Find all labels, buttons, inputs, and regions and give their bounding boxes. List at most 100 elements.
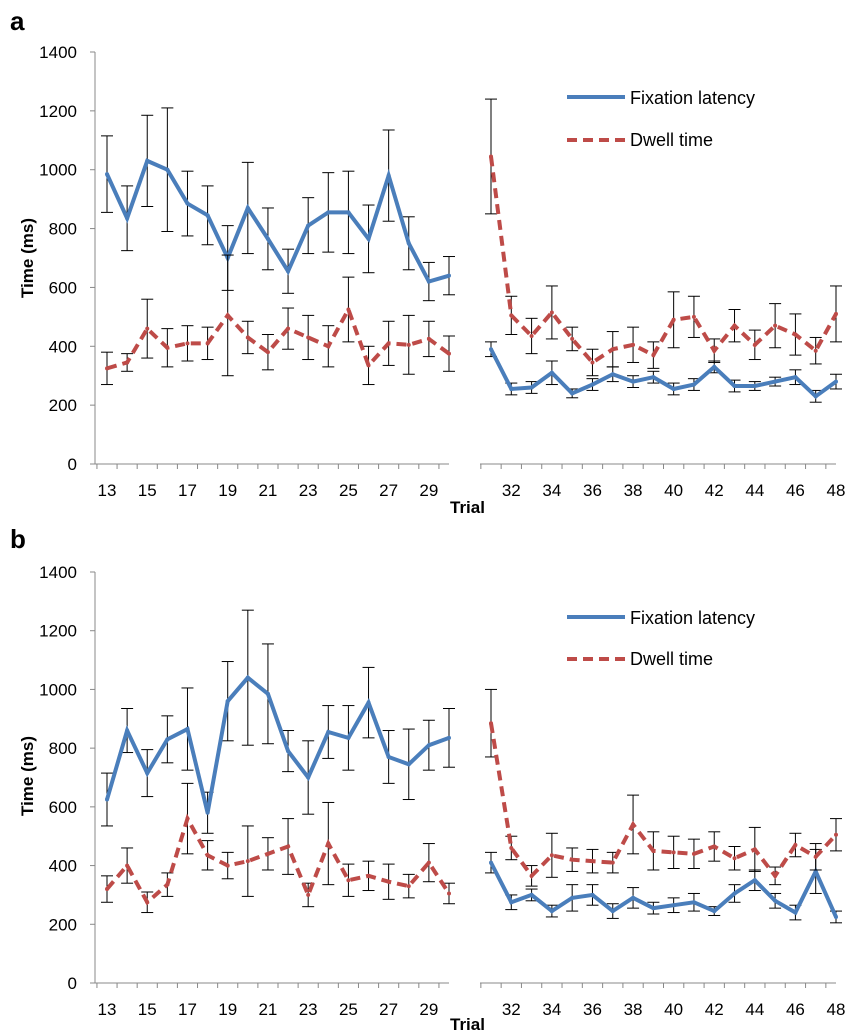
panel-b-x-tick-label: 38 [624, 1000, 643, 1019]
panel-b-dwell-data-point [346, 878, 351, 883]
panel-a-fixation-data-point [813, 394, 818, 399]
panel-b-fixation-data-point [610, 909, 615, 914]
panel-b-y-tick-label: 0 [68, 974, 77, 993]
panel-b-fixation-data-point [105, 797, 109, 802]
panel-a-fixation-data-point [834, 379, 838, 384]
panel-a-x-tick-label: 44 [745, 481, 764, 500]
panel-a-y-tick-label: 0 [68, 455, 77, 474]
panel-b-y-tick-label: 200 [49, 915, 77, 934]
panel-b-legend-dwell-label: Dwell time [630, 649, 713, 669]
panel-a-dwell-data-point [651, 353, 656, 358]
panel-a-dwell-data-point [406, 342, 411, 347]
panel-b-fixation-data-point [145, 771, 150, 776]
panel-a-x-tick-label: 48 [827, 481, 846, 500]
panel-a-x-tick-label: 29 [419, 481, 438, 500]
panel-b-dwell-data-point [570, 857, 575, 862]
panel-b-dwell-data-point [509, 845, 514, 850]
panel-a-dwell-data-point [671, 317, 676, 322]
panel-a-dwell-data-point [732, 323, 737, 328]
panel-b-dwell-data-point [691, 851, 696, 856]
panel-a-dwell-data-point [489, 154, 493, 159]
panel-b-dwell-series-line [105, 813, 451, 906]
panel-b-dwell-data-point [529, 873, 534, 878]
panel-b-dwell-data-point [834, 832, 838, 837]
panel-b-dwell-data-point [306, 892, 311, 897]
panel-b-dwell-data-point [326, 841, 331, 846]
panel-b-fixation-data-point [834, 914, 838, 919]
panel-b-fixation-data-point [489, 860, 493, 865]
panel-b-xlabel: Trial [450, 1015, 485, 1032]
panel-a-dwell-series-line [106, 304, 451, 371]
panel-b-dwell-data-point [286, 844, 291, 849]
panel-a-fixation-data-point [631, 379, 636, 384]
panel-a-dwell-data-point [529, 333, 534, 338]
panel-b-fixation-data-point [631, 895, 636, 900]
panel-a-x-tick-label: 17 [178, 481, 197, 500]
panel-a-dwell-data-point [326, 344, 331, 349]
panel-a-fixation-data-point [752, 384, 757, 389]
panel-a-ylabel: Time (ms) [18, 218, 37, 298]
panel-b-x-tick-label: 17 [178, 1000, 197, 1019]
panel-b-label: b [10, 524, 26, 554]
panel-b-dwell-data-point [549, 853, 554, 858]
panel-b-dwell-data-point [752, 847, 757, 852]
panel-b-y-tick-label: 1200 [39, 622, 77, 641]
panel-a-fixation-series-line [105, 158, 450, 284]
panel-a-dwell-data-point [426, 336, 431, 341]
panel-b-dwell-data-point [265, 851, 270, 856]
panel-a-y-tick-label: 400 [49, 337, 77, 356]
panel-a-dwell-data-point [712, 348, 717, 353]
panel-a-fixation-data-point [286, 269, 291, 274]
panel-b-fixation-data-point [509, 900, 514, 905]
panel-b-fixation-data-point [306, 775, 311, 780]
panel-a-dwell-data-point [145, 326, 150, 331]
panel-a-x-tick-label: 23 [299, 481, 318, 500]
panel-a-fixation-data-point [326, 210, 331, 215]
panel-a-y-tick-label: 800 [49, 220, 77, 239]
panel-b-x-tick-label: 36 [583, 1000, 602, 1019]
panel-a-fixation-data-point [509, 386, 514, 391]
panel-a-x-tick-label: 13 [98, 481, 117, 500]
panel-b-y-tick-label: 400 [49, 857, 77, 876]
panel-b-x-tick-label: 23 [299, 1000, 318, 1019]
panel-a-dwell-data-point [225, 313, 230, 318]
panel-a-dwell-data-point [245, 335, 250, 340]
panel-b-dwell-data-point [205, 853, 210, 858]
panel-a-fixation-data-point [712, 364, 717, 369]
panel-b-x-tick-label: 48 [827, 1000, 846, 1019]
panel-b-x-tick-label: 32 [502, 1000, 521, 1019]
panel-b-dwell-data-point [712, 844, 717, 849]
panel-a-fixation-data-point [205, 213, 210, 218]
panel-a-x-tick-label: 21 [258, 481, 277, 500]
panel-a-y-tick-label: 600 [49, 278, 77, 297]
panel-a-dwell-data-point [346, 307, 351, 312]
panel-a-dwell-data-point [793, 332, 798, 337]
panel-b-dwell-data-point [610, 860, 615, 865]
panel-b-x-tick-label: 44 [745, 1000, 764, 1019]
panel-a-fixation-data-point [306, 223, 311, 228]
panel-a-xlabel: Trial [450, 498, 485, 517]
panel-b-x-tick-label: 15 [138, 1000, 157, 1019]
panel-a-fixation-data-point [145, 158, 150, 163]
panel-a-dwell-data-point [590, 360, 595, 365]
panel-b-dwell-data-point [245, 859, 250, 864]
panel-a-dwell-data-point [185, 341, 190, 346]
panel-a-fixation-data-point [773, 379, 778, 384]
panel-b-x-tick-label: 34 [542, 1000, 561, 1019]
panel-b-dwell-data-point [105, 887, 109, 892]
panel-b-dwell-data-point [366, 873, 371, 878]
panel-b-fixation-data-point [529, 892, 534, 897]
panel-b-dwell-data-point [631, 822, 636, 827]
panel-a-fixation-data-point [489, 347, 493, 352]
panel-a-fixation-data-point [185, 201, 190, 206]
panel-b-dwell-data-point [590, 859, 595, 864]
panel-b-fixation-data-point [165, 737, 170, 742]
panel-a-fixation-data-point [732, 384, 737, 389]
panel-a-x-tick-label: 38 [624, 481, 643, 500]
panel-a-fixation-data-point [386, 173, 391, 178]
panel-b-fixation-data-point [651, 906, 656, 911]
panel-b-dwell-data-point [447, 891, 451, 896]
panel-b-fixation-data-point [125, 728, 130, 733]
panel-b-y-tick-label: 600 [49, 798, 77, 817]
